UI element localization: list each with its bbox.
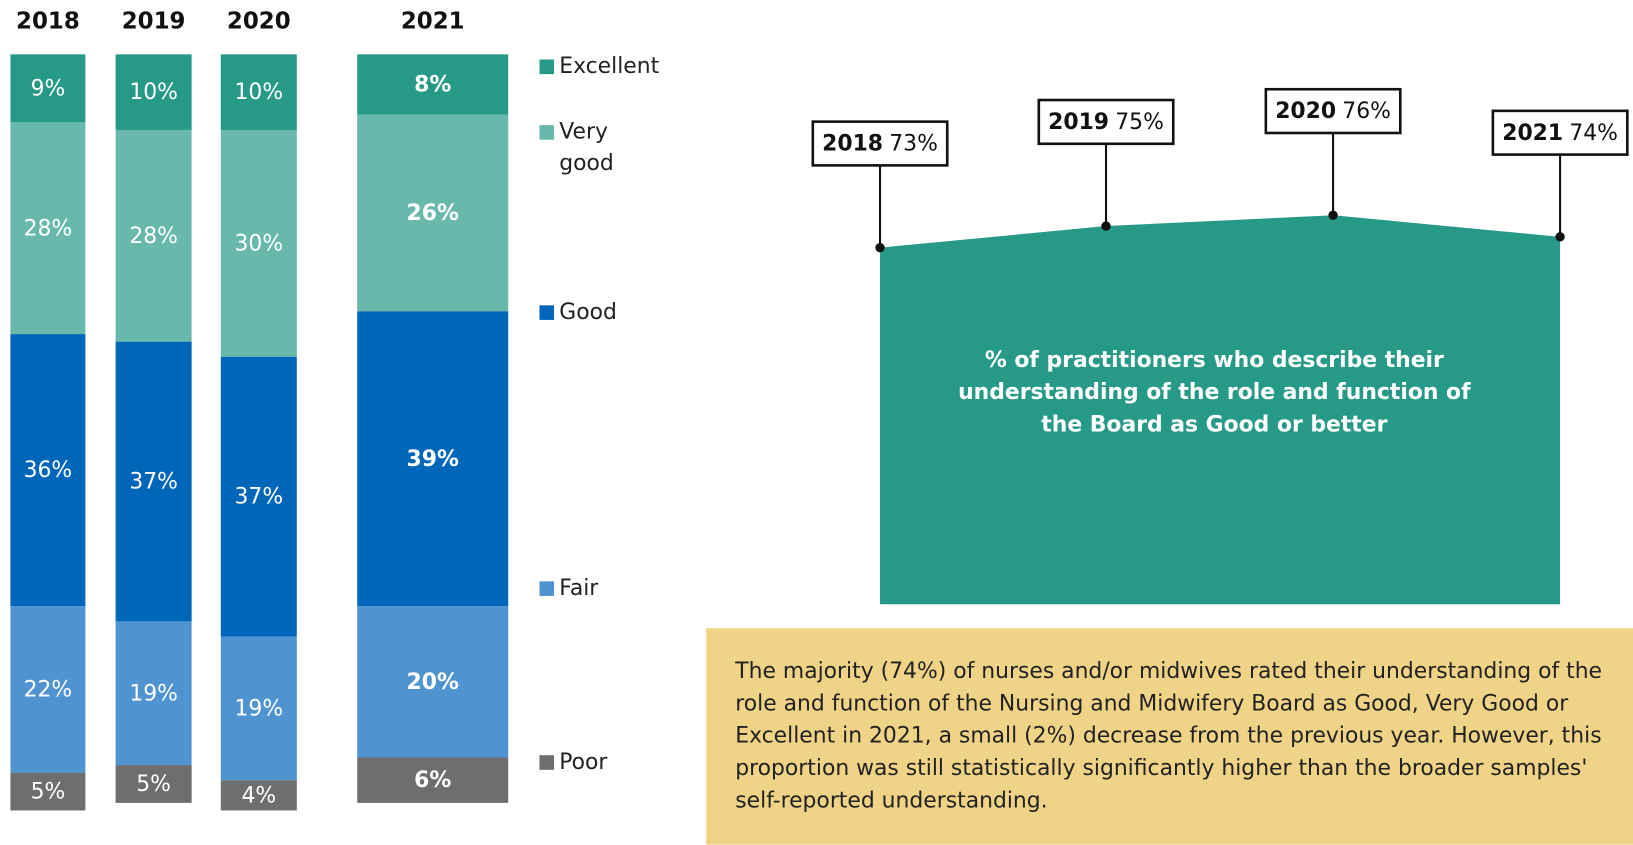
segment-label: 19% bbox=[129, 681, 178, 706]
segment-label: 5% bbox=[136, 772, 171, 797]
annotation-box: % of practitioners who describe their un… bbox=[958, 346, 1471, 437]
segment-label: 5% bbox=[31, 780, 66, 805]
bar-segment bbox=[357, 606, 509, 758]
bar-segment bbox=[10, 334, 86, 607]
segment-label: 28% bbox=[24, 216, 73, 241]
bar-segment bbox=[220, 54, 297, 130]
callout-text: 2018 73% bbox=[822, 132, 938, 157]
year-label: 2020 bbox=[227, 9, 291, 35]
annotation: % of practitioners who describe their un… bbox=[958, 346, 1471, 437]
callout-value: 73% bbox=[889, 132, 938, 157]
segment-label: 28% bbox=[129, 224, 178, 249]
bar-segment bbox=[10, 122, 86, 335]
note-box: The majority (74%) of nurses and/or midw… bbox=[706, 628, 1633, 845]
segment-label: 20% bbox=[407, 670, 459, 695]
bar-segment bbox=[115, 765, 192, 803]
segment-label: 22% bbox=[24, 678, 73, 703]
bar-segment bbox=[357, 757, 509, 803]
bar-segment bbox=[220, 356, 297, 637]
legend-label-box: Good bbox=[559, 299, 617, 325]
segment-label: 19% bbox=[235, 696, 284, 721]
segment-label: 36% bbox=[24, 458, 73, 483]
bar-segment bbox=[357, 311, 509, 607]
bar-segment bbox=[357, 114, 509, 312]
legend-swatch bbox=[539, 581, 555, 596]
bar-segment bbox=[10, 606, 86, 773]
note-text: The majority (74%) of nurses and/or midw… bbox=[706, 628, 1633, 845]
legend-label-box: Excellent bbox=[559, 53, 660, 79]
callout-box bbox=[1491, 109, 1629, 156]
area bbox=[880, 215, 1561, 605]
segment-label: 10% bbox=[129, 80, 178, 105]
legend-swatch bbox=[539, 59, 555, 75]
bar-segment bbox=[115, 341, 192, 622]
callout-year: 2018 bbox=[822, 132, 883, 157]
callout-year: 2021 bbox=[1502, 121, 1563, 146]
year-label: 2019 bbox=[122, 9, 186, 35]
point bbox=[875, 242, 885, 253]
callout-value: 75% bbox=[1115, 110, 1164, 135]
legend-swatch bbox=[539, 125, 555, 140]
segment-label: 4% bbox=[241, 783, 276, 808]
year-label: 2021 bbox=[401, 9, 465, 35]
legend-label: Poor bbox=[559, 748, 608, 774]
bar-segment bbox=[220, 636, 297, 781]
legend-label: Fair bbox=[559, 575, 599, 601]
callout-box bbox=[1264, 87, 1402, 135]
segment-label: 37% bbox=[129, 470, 178, 495]
segment-label: 37% bbox=[235, 485, 284, 510]
legend-label: Good bbox=[559, 299, 617, 325]
point bbox=[1328, 210, 1338, 220]
legend-label-box: Poor bbox=[559, 748, 608, 774]
segment-label: 6% bbox=[414, 768, 451, 793]
callout-year: 2020 bbox=[1275, 99, 1336, 124]
callout-box bbox=[811, 120, 949, 167]
bar-segment bbox=[220, 780, 297, 811]
point bbox=[1101, 221, 1111, 231]
callout-value: 74% bbox=[1569, 121, 1618, 146]
callout-year: 2019 bbox=[1048, 110, 1109, 135]
segment-label: 39% bbox=[407, 447, 459, 472]
point bbox=[1555, 232, 1565, 242]
bar-segment bbox=[220, 129, 297, 357]
legend-label-box: Very good bbox=[559, 118, 614, 176]
bar-segment bbox=[115, 129, 192, 342]
segment-label: 8% bbox=[414, 73, 451, 98]
callout-text: 2021 74% bbox=[1502, 121, 1618, 146]
legend-label: Very good bbox=[559, 118, 614, 176]
legend-swatch bbox=[539, 305, 555, 320]
callout-text: 2019 75% bbox=[1048, 110, 1164, 135]
segment-label: 26% bbox=[407, 201, 459, 226]
callout-value: 76% bbox=[1342, 99, 1391, 124]
bar-segment bbox=[10, 772, 86, 811]
bar-segment bbox=[10, 54, 86, 123]
bar-segment bbox=[115, 54, 192, 130]
segment-label: 10% bbox=[235, 80, 284, 105]
callout-text: 2020 76% bbox=[1275, 99, 1391, 124]
segment-label: 30% bbox=[235, 231, 284, 256]
legend-swatch bbox=[539, 755, 555, 770]
bar-segment bbox=[115, 621, 192, 766]
bar-segment bbox=[357, 54, 509, 115]
year-label: 2018 bbox=[16, 9, 80, 35]
legend-label: Excellent bbox=[559, 53, 660, 79]
legend-label-box: Fair bbox=[559, 575, 599, 601]
callout-box bbox=[1037, 98, 1175, 146]
segment-label: 9% bbox=[31, 76, 66, 101]
